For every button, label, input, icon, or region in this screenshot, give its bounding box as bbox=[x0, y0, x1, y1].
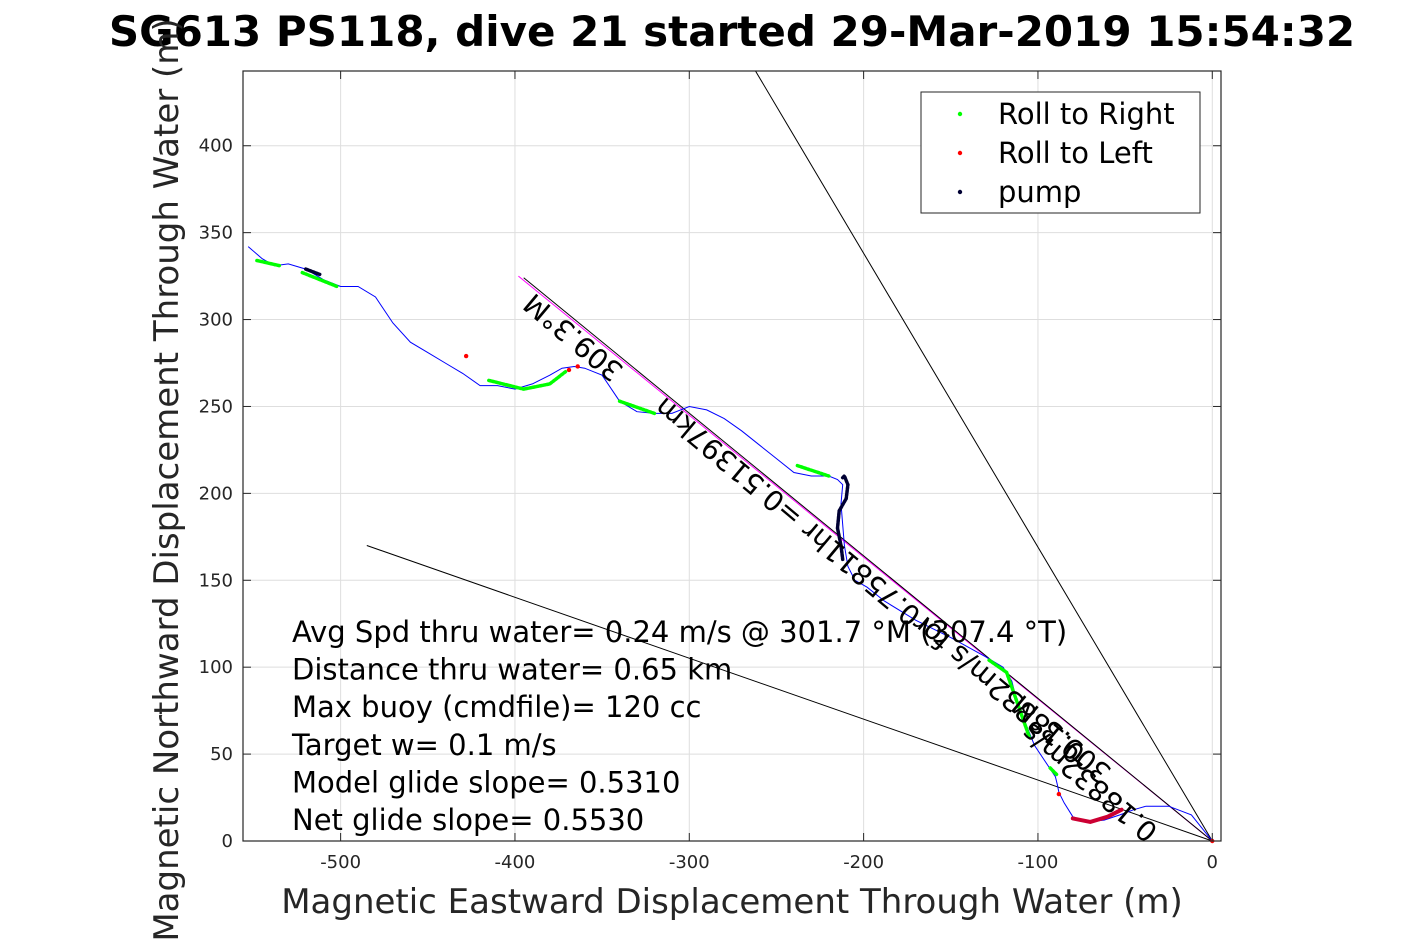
x-tick-label: -100 bbox=[1018, 852, 1059, 873]
reference-line bbox=[755, 70, 1213, 842]
legend-label: Roll to Right bbox=[998, 97, 1175, 131]
reference-line bbox=[366, 545, 1213, 842]
roll-left-point bbox=[1056, 791, 1062, 797]
heading-label: 309.3°M bbox=[517, 287, 629, 388]
y-tick-label: 50 bbox=[210, 744, 233, 765]
chart-title: SG613 PS118, dive 21 started 29-Mar-2019… bbox=[109, 7, 1355, 56]
grid bbox=[243, 71, 1221, 842]
track-line bbox=[247, 246, 1213, 842]
ticks: -500 -400 -300 -200 -100 0 0 50 100 150 200 250 300 3… bbox=[199, 71, 1221, 873]
y-tick-label: 350 bbox=[199, 223, 233, 244]
x-tick-label: -400 bbox=[495, 852, 536, 873]
x-axis-label: Magnetic Eastward Displacement Through W… bbox=[281, 882, 1183, 922]
roll-right-segment bbox=[617, 399, 657, 416]
roll-left-segment bbox=[1070, 807, 1124, 824]
y-tick-label: 400 bbox=[199, 136, 233, 157]
roll-left-point bbox=[566, 367, 572, 373]
legend-label: pump bbox=[998, 175, 1081, 209]
annotations: Avg Spd thru water= 0.24 m/s @ 301.7 °M … bbox=[291, 615, 1067, 837]
legend-label: Roll to Left bbox=[998, 136, 1153, 170]
y-tick-label: 100 bbox=[199, 657, 233, 678]
roll-left-point bbox=[463, 353, 469, 359]
y-tick-label: 250 bbox=[199, 396, 233, 417]
y-tick-label: 0 bbox=[222, 831, 233, 852]
legend-marker bbox=[957, 189, 963, 195]
x-tick-label: -500 bbox=[320, 852, 361, 873]
roll-right-segment bbox=[255, 258, 282, 268]
legend-marker bbox=[957, 111, 963, 117]
stats-annotation: Avg Spd thru water= 0.24 m/s @ 301.7 °M … bbox=[292, 615, 1067, 649]
stats-annotation: Distance thru water= 0.65 km bbox=[292, 653, 732, 687]
traces bbox=[247, 70, 1215, 844]
y-tick-label: 200 bbox=[199, 483, 233, 504]
roll-right-segment bbox=[487, 369, 568, 391]
stats-annotation: Max buoy (cmdfile)= 120 cc bbox=[292, 690, 701, 724]
stats-annotation: Model glide slope= 0.5310 bbox=[292, 765, 680, 799]
reference-line bbox=[523, 277, 1213, 842]
roll-right-segment bbox=[795, 463, 831, 478]
legend: Roll to Right Roll to Left pump bbox=[920, 91, 1201, 214]
pump-segment bbox=[304, 267, 322, 277]
plot-frame bbox=[242, 70, 1222, 842]
legend-marker bbox=[957, 150, 963, 156]
x-tick-label: -300 bbox=[669, 852, 710, 873]
roll-right-segment bbox=[300, 270, 339, 289]
rotated-labels: 309.3°M0.18832m/s for0.75811hr =0.51397k… bbox=[517, 287, 1164, 849]
stats-annotation: Target w= 0.1 m/s bbox=[291, 728, 557, 762]
x-tick-label: -200 bbox=[843, 852, 884, 873]
stats-annotation: Net glide slope= 0.5530 bbox=[292, 803, 644, 837]
pump-segment bbox=[835, 472, 850, 562]
y-axis-label: Magnetic Northward Displacement Through … bbox=[147, 18, 187, 941]
y-tick-label: 150 bbox=[199, 570, 233, 591]
x-tick-label: 0 bbox=[1207, 852, 1218, 873]
legend-box bbox=[920, 91, 1201, 214]
roll-right-segment bbox=[1048, 766, 1059, 777]
roll-left-point bbox=[575, 364, 580, 369]
roll-right-segment bbox=[987, 658, 1031, 739]
y-tick-label: 300 bbox=[199, 310, 233, 331]
